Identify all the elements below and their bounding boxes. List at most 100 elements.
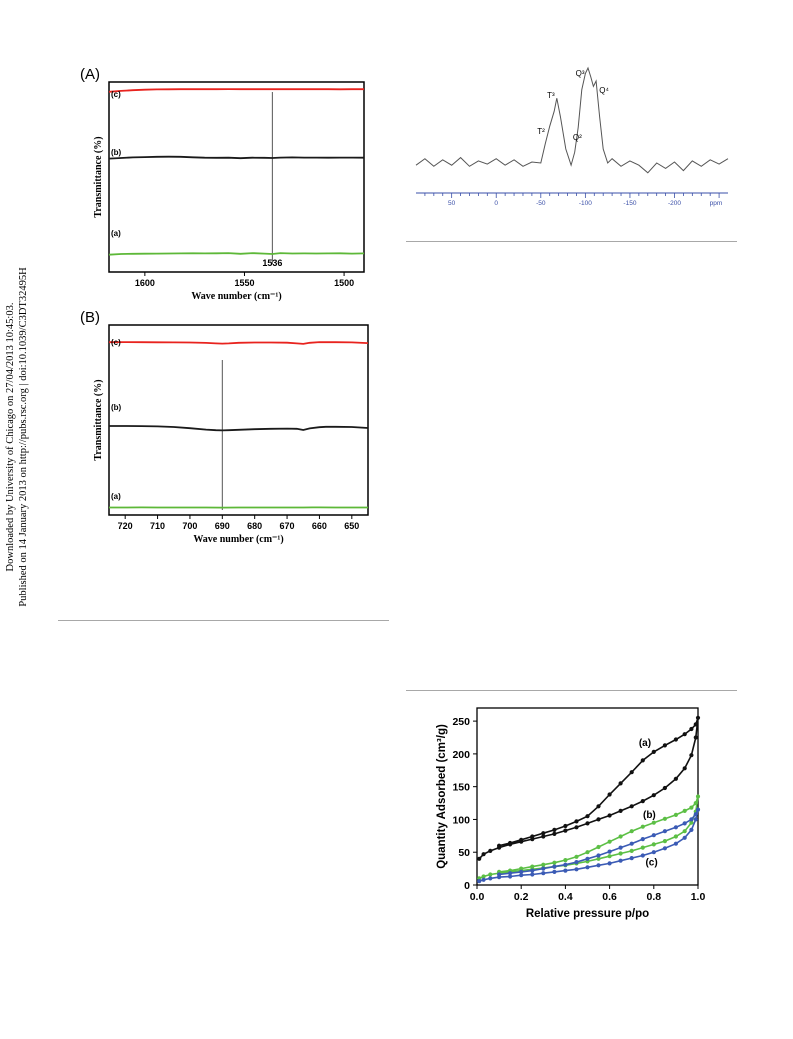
iso-point-a — [497, 843, 502, 848]
iso-x-axis-label: Relative pressure p/po — [526, 908, 649, 920]
separator-rule-left — [58, 620, 389, 621]
y-axis-label: Transmittance (%) — [93, 136, 104, 217]
iso-point-c — [682, 835, 687, 840]
iso-point-b — [662, 839, 668, 844]
iso-point-b — [640, 845, 645, 850]
iso-point-b — [693, 801, 698, 806]
nmr-spectrum-line — [415, 66, 729, 174]
iso-point-a — [689, 726, 694, 732]
nmr-tick-label: -100 — [579, 200, 592, 207]
iso-point-a — [481, 852, 486, 857]
iso-point-c — [530, 872, 535, 877]
nmr-unit-label: ppm — [710, 200, 723, 207]
iso-point-b — [563, 858, 568, 863]
iso-point-c — [689, 817, 694, 822]
iso-y-tick-label: 0 — [464, 880, 470, 892]
iso-point-c — [585, 865, 590, 870]
series-label-a: (a) — [111, 492, 121, 501]
x-tick-label: 680 — [247, 521, 262, 531]
x-tick-label: 660 — [312, 521, 327, 531]
iso-point-c — [596, 863, 601, 868]
iso-point-a — [585, 814, 590, 819]
iso-point-b — [585, 850, 590, 855]
iso-point-a — [552, 831, 557, 837]
iso-point-b — [689, 805, 694, 810]
iso-x-tick-label: 1.0 — [691, 891, 706, 903]
separator-rule-right-top — [406, 241, 737, 242]
panel-label: (A) — [80, 66, 100, 83]
iso-point-a — [607, 813, 612, 818]
iso-point-a — [574, 825, 579, 830]
iso-point-b — [662, 816, 668, 821]
iso-point-c — [585, 856, 590, 861]
iso-point-b — [640, 824, 645, 829]
iso-point-c — [519, 873, 524, 878]
iso-point-b — [618, 851, 623, 856]
x-tick-label: 670 — [280, 521, 295, 531]
iso-point-b — [695, 794, 701, 799]
iso-y-tick-label: 150 — [452, 782, 470, 794]
iso-point-b — [596, 856, 601, 861]
iso-point-a — [508, 840, 513, 846]
iso-point-c — [574, 867, 579, 872]
iso-point-a — [519, 837, 524, 842]
iso-point-a — [629, 804, 634, 809]
iso-point-a — [693, 735, 698, 740]
iso-point-b — [574, 854, 579, 859]
iso-point-b — [488, 872, 493, 877]
iso-point-c — [629, 841, 634, 846]
iso-point-a — [596, 817, 601, 822]
series-line-c — [108, 341, 369, 345]
iso-point-b — [673, 812, 679, 818]
series-label-a: (a) — [111, 229, 121, 238]
iso-point-c — [662, 829, 668, 834]
iso-point-a — [673, 737, 679, 742]
iso-point-c — [574, 860, 579, 865]
nmr-tick-label: -200 — [668, 200, 681, 207]
iso-point-c — [682, 821, 687, 826]
series-line-a — [108, 252, 365, 256]
iso-point-c — [640, 837, 645, 842]
series-label-c: (c) — [111, 90, 121, 99]
nmr-tick-label: -50 — [536, 200, 546, 207]
iso-point-a — [585, 821, 590, 826]
iso-y-tick-label: 200 — [452, 749, 470, 761]
iso-point-c — [607, 849, 612, 854]
iso-point-b — [689, 820, 694, 825]
series-line-b — [109, 425, 369, 432]
iso-point-c — [662, 846, 668, 851]
iso-point-c — [563, 862, 568, 867]
iso-point-c — [552, 864, 557, 869]
iso-y-tick-label: 250 — [452, 716, 470, 728]
series-label-b: (b) — [111, 148, 122, 157]
iso-point-a — [563, 828, 568, 833]
iso-point-b — [596, 844, 601, 850]
x-axis-label: Wave number (cm⁻¹) — [191, 291, 281, 302]
iso-point-c — [629, 856, 634, 861]
iso-point-c — [695, 807, 701, 812]
iso-point-c — [689, 827, 694, 833]
iso-point-c — [508, 874, 513, 879]
iso-curve-label: (a) — [639, 738, 651, 749]
iso-point-a — [640, 799, 645, 804]
iso-point-a — [651, 793, 656, 798]
iso-point-b — [651, 820, 656, 825]
iso-point-c — [563, 868, 568, 873]
iso-point-b — [629, 848, 634, 854]
iso-point-a — [662, 785, 668, 791]
iso-point-c — [673, 825, 679, 830]
iso-point-a — [563, 823, 568, 829]
iso-point-a — [689, 753, 694, 758]
iso-point-b — [530, 864, 535, 869]
iso-point-b — [481, 874, 486, 879]
x-tick-label: 710 — [150, 521, 165, 531]
iso-point-a — [488, 848, 493, 854]
panel-label: (B) — [80, 309, 100, 326]
iso-point-a — [552, 827, 557, 833]
iso-point-c — [651, 850, 656, 855]
iso-point-c — [508, 871, 513, 876]
